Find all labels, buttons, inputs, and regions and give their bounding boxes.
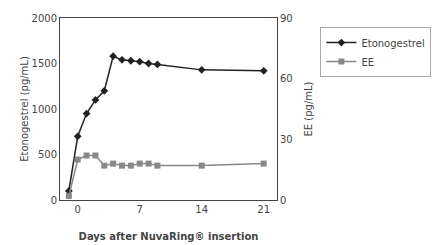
svg-text:Etonogestrel: Etonogestrel bbox=[361, 38, 424, 49]
svg-text:90: 90 bbox=[280, 13, 293, 24]
svg-text:0: 0 bbox=[280, 195, 286, 206]
svg-text:Etonogestrel (pg/mL): Etonogestrel (pg/mL) bbox=[19, 56, 30, 162]
svg-text:60: 60 bbox=[280, 73, 293, 84]
svg-text:1500: 1500 bbox=[32, 58, 57, 69]
svg-text:Days after NuvaRing® insertion: Days after NuvaRing® insertion bbox=[79, 231, 259, 242]
svg-text:EE (pg/mL): EE (pg/mL) bbox=[303, 81, 314, 136]
svg-text:7: 7 bbox=[137, 204, 143, 215]
svg-text:21: 21 bbox=[257, 204, 270, 215]
svg-text:0: 0 bbox=[51, 195, 57, 206]
svg-text:EE: EE bbox=[361, 57, 374, 68]
svg-text:2000: 2000 bbox=[32, 13, 57, 24]
svg-text:0: 0 bbox=[75, 204, 81, 215]
svg-text:14: 14 bbox=[195, 204, 208, 215]
svg-text:1000: 1000 bbox=[32, 104, 57, 115]
svg-text:30: 30 bbox=[280, 134, 293, 145]
svg-text:500: 500 bbox=[38, 149, 57, 160]
